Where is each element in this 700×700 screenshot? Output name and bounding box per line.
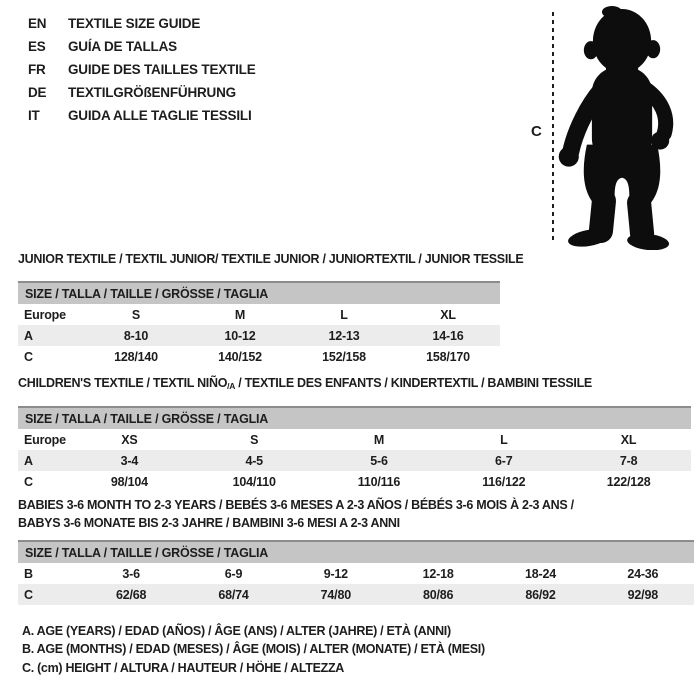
size-cell: 18-24 — [524, 566, 556, 581]
measure-legend: A. AGE (YEARS) / EDAD (AÑOS) / ÂGE (ANS)… — [22, 624, 485, 679]
size-cell: 86/92 — [489, 584, 592, 605]
size-cell: 7-8 — [566, 450, 691, 471]
table-row-a: A 8-10 10-12 12-13 14-16 — [18, 325, 500, 346]
size-cell: XS — [121, 432, 138, 447]
size-table-children: CHILDREN'S TEXTILE / TEXTIL NIÑO/A / TEX… — [18, 376, 691, 492]
size-cell: XL — [620, 432, 637, 447]
row-label: Europe — [24, 432, 66, 447]
table-title: CHILDREN'S TEXTILE / TEXTIL NIÑO/A / TEX… — [18, 376, 592, 391]
row-label: C — [24, 349, 33, 364]
row-label: C — [24, 474, 33, 489]
language-list: EN TEXTILE SIZE GUIDE ES GUÍA DE TALLAS … — [28, 12, 256, 127]
table-row-b: B 3-6 6-9 9-12 12-18 18-24 24-36 — [18, 563, 694, 584]
size-cell: 3-6 — [122, 566, 140, 581]
language-code: ES — [28, 39, 46, 54]
size-cell: 9-12 — [323, 566, 348, 581]
size-cell: 3-4 — [67, 450, 192, 471]
size-cell: L — [340, 307, 348, 322]
size-table-junior: JUNIOR TEXTILE / TEXTIL JUNIOR/ TEXTILE … — [18, 252, 524, 367]
size-cell: 122/128 — [606, 474, 651, 489]
table-row-europe: Europe XS S M L XL — [18, 429, 691, 450]
size-cell: 158/170 — [426, 349, 470, 364]
row-label: C — [18, 584, 80, 605]
language-code: IT — [28, 108, 40, 123]
legend-age-years: A. AGE (YEARS) / EDAD (AÑOS) / ÂGE (ANS)… — [22, 624, 451, 638]
toddler-silhouette-icon — [558, 6, 674, 250]
language-row-it: IT GUIDA ALLE TAGLIE TESSILI — [28, 104, 256, 127]
size-cell: 24-36 — [627, 566, 659, 581]
height-dashed-line — [552, 12, 554, 244]
size-cell: 6-7 — [441, 450, 567, 471]
size-cell: XL — [440, 307, 456, 322]
legend-height-cm: C. (cm) HEIGHT / ALTURA / HAUTEUR / HÖHE… — [22, 660, 345, 675]
size-cell: 12-13 — [292, 325, 396, 346]
language-code: FR — [28, 62, 46, 77]
size-cell: 62/68 — [80, 584, 183, 605]
size-cell: M — [234, 307, 246, 322]
table-header: SIZE / TALLA / TAILLE / GRÖSSE / TAGLIA — [18, 540, 694, 563]
size-cell: 4-5 — [191, 450, 317, 471]
language-title: GUÍA DE TALLAS — [68, 39, 177, 54]
table-title: JUNIOR TEXTILE / TEXTIL JUNIOR/ TEXTILE … — [18, 252, 524, 266]
size-table-grid: SIZE / TALLA / TAILLE / GRÖSSE / TAGLIA B… — [18, 540, 694, 605]
row-label: B — [24, 566, 33, 581]
size-cell: 6-9 — [224, 566, 243, 581]
size-cell: 12-18 — [422, 566, 454, 581]
size-cell: 68/74 — [182, 584, 285, 605]
table-row-c: C 98/104 104/110 110/116 116/122 122/128 — [18, 471, 691, 492]
legend-age-months: B. AGE (MONTHS) / EDAD (MESES) / ÂGE (MO… — [22, 642, 485, 657]
row-label: A — [18, 325, 84, 346]
size-cell: 128/140 — [114, 349, 158, 364]
size-cell: 104/110 — [232, 474, 276, 489]
size-cell: 80/86 — [386, 584, 490, 605]
size-table-grid: SIZE / TALLA / TAILLE / GRÖSSE / TAGLIA E… — [18, 281, 500, 367]
size-cell: M — [373, 432, 385, 447]
size-table-babies: BABIES 3-6 MONTH TO 2-3 YEARS / BEBÉS 3-… — [18, 498, 694, 605]
language-row-es: ES GUÍA DE TALLAS — [28, 35, 256, 58]
row-label: A — [18, 450, 67, 471]
size-cell: 74/80 — [284, 584, 387, 605]
height-measure-label: C — [531, 123, 542, 140]
row-label: Europe — [24, 307, 66, 322]
size-cell: 14-16 — [396, 325, 500, 346]
language-row-fr: FR GUIDE DES TAILLES TEXTILE — [28, 58, 256, 81]
table-header: SIZE / TALLA / TAILLE / GRÖSSE / TAGLIA — [18, 281, 500, 304]
language-title: GUIDE DES TAILLES TEXTILE — [68, 62, 256, 77]
size-cell: 92/98 — [591, 584, 694, 605]
language-title: GUIDA ALLE TAGLIE TESSILI — [68, 108, 252, 123]
size-cell: S — [131, 307, 141, 322]
size-cell: 10-12 — [188, 325, 292, 346]
language-code: EN — [28, 16, 47, 31]
size-cell: 110/116 — [357, 474, 401, 489]
size-cell: S — [250, 432, 259, 447]
language-code: DE — [28, 85, 47, 100]
table-row-europe: Europe S M L XL — [18, 304, 500, 325]
table-title: BABIES 3-6 MONTH TO 2-3 YEARS / BEBÉS 3-… — [18, 498, 574, 530]
size-cell: L — [500, 432, 508, 447]
language-row-en: EN TEXTILE SIZE GUIDE — [28, 12, 256, 35]
size-cell: 5-6 — [316, 450, 442, 471]
table-row-a: A 3-4 4-5 5-6 6-7 7-8 — [18, 450, 691, 471]
size-cell: 140/152 — [218, 349, 262, 364]
size-cell: 8-10 — [84, 325, 188, 346]
table-row-c: C 62/68 68/74 74/80 80/86 86/92 92/98 — [18, 584, 694, 605]
size-cell: 152/158 — [322, 349, 366, 364]
table-row-c: C 128/140 140/152 152/158 158/170 — [18, 346, 500, 367]
language-row-de: DE TEXTILGRÖßENFÜHRUNG — [28, 81, 256, 104]
language-title: TEXTILGRÖßENFÜHRUNG — [68, 85, 236, 100]
size-cell: 116/122 — [482, 474, 526, 489]
size-table-grid: SIZE / TALLA / TAILLE / GRÖSSE / TAGLIA E… — [18, 406, 691, 492]
size-cell: 98/104 — [110, 474, 148, 489]
table-header: SIZE / TALLA / TAILLE / GRÖSSE / TAGLIA — [18, 406, 691, 429]
language-title: TEXTILE SIZE GUIDE — [68, 16, 201, 31]
